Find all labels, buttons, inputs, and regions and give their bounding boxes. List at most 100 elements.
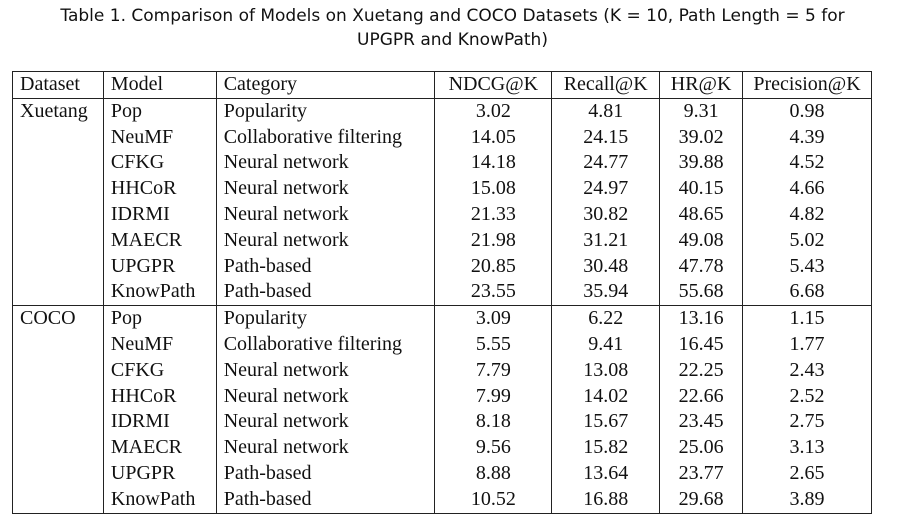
cell-dataset xyxy=(12,460,104,487)
cell-ndcg: 21.33 xyxy=(434,201,553,228)
cell-ndcg: 7.79 xyxy=(434,357,553,384)
table-row: KnowPath Path-based 10.52 16.88 29.68 3.89 xyxy=(12,486,872,514)
cell-precision: 5.43 xyxy=(742,253,872,280)
cell-recall: 13.08 xyxy=(551,357,661,384)
cell-recall: 15.67 xyxy=(551,409,661,436)
table-row: CFKG Neural network 7.79 13.08 22.25 2.43 xyxy=(12,357,872,384)
cell-dataset: COCO xyxy=(12,305,104,332)
cell-ndcg: 9.56 xyxy=(434,435,553,461)
header-model: Model xyxy=(103,71,217,99)
cell-recall: 15.82 xyxy=(551,435,661,461)
cell-recall: 24.77 xyxy=(551,150,661,177)
cell-model: KnowPath xyxy=(103,486,217,514)
cell-hr: 55.68 xyxy=(659,279,744,307)
caption-line-2: UPGPR and KnowPath) xyxy=(357,30,548,50)
cell-model: UPGPR xyxy=(110,461,176,484)
cell-category: Path-based xyxy=(215,486,436,514)
cell-dataset xyxy=(12,331,104,358)
cell-recall: 4.81 xyxy=(551,98,661,125)
header-category: Category xyxy=(215,71,436,99)
cell-category: Popularity xyxy=(215,98,436,125)
cell-model: KnowPath xyxy=(103,279,217,307)
cell-precision: 2.75 xyxy=(742,409,872,436)
cell-category: Path-based xyxy=(215,253,436,280)
cell-model: NeuMF xyxy=(110,125,174,148)
header-recall: Recall@K xyxy=(551,71,661,99)
cell-ndcg: 20.85 xyxy=(434,253,553,280)
cell-precision: 2.65 xyxy=(742,460,872,487)
cell-hr: 22.25 xyxy=(659,357,744,384)
cell-dataset xyxy=(12,279,104,307)
cell-category: Neural network xyxy=(215,357,436,384)
cell-model: IDRMI xyxy=(110,410,170,433)
cell-dataset xyxy=(12,253,104,280)
cell-hr: 13.16 xyxy=(659,305,744,332)
table-row: UPGPR Path-based 8.88 13.64 23.77 2.65 xyxy=(12,460,872,487)
cell-category: Neural network xyxy=(215,201,436,228)
cell-category: Neural network xyxy=(215,150,436,177)
cell-dataset xyxy=(12,201,104,228)
cell-category: Popularity xyxy=(215,305,436,332)
cell-hr: 39.02 xyxy=(659,124,744,151)
cell-recall: 30.82 xyxy=(551,201,661,228)
cell-ndcg: 5.55 xyxy=(434,331,553,358)
cell-precision: 0.98 xyxy=(742,98,872,125)
cell-dataset xyxy=(12,409,104,436)
table-row: UPGPR Path-based 20.85 30.48 47.78 5.43 xyxy=(12,253,872,280)
cell-precision: 4.66 xyxy=(742,176,872,202)
cell-ndcg: 14.18 xyxy=(434,150,553,177)
cell-model: MAECR xyxy=(110,436,183,459)
cell-model: IDRMI xyxy=(110,202,170,225)
cell-ndcg: 21.98 xyxy=(434,227,553,254)
cell-dataset xyxy=(12,176,104,202)
cell-precision: 3.89 xyxy=(742,486,872,514)
table-row: KnowPath Path-based 23.55 35.94 55.68 6.68 xyxy=(12,279,872,307)
cell-ndcg: 23.55 xyxy=(434,279,553,307)
cell-dataset xyxy=(12,124,104,151)
cell-dataset xyxy=(12,435,104,461)
cell-recall: 35.94 xyxy=(551,279,661,307)
cell-recall: 6.22 xyxy=(551,305,661,332)
cell-recall: 14.02 xyxy=(551,383,661,410)
cell-ndcg: 7.99 xyxy=(434,383,553,410)
cell-model: UPGPR xyxy=(110,254,176,277)
cell-model: CFKG xyxy=(110,151,165,174)
cell-dataset xyxy=(12,150,104,177)
table-row: CFKG Neural network 14.18 24.77 39.88 4.52 xyxy=(12,150,872,177)
cell-hr: 23.45 xyxy=(659,409,744,436)
cell-ndcg: 3.02 xyxy=(434,98,553,125)
caption-line-1: Table 1. Comparison of Models on Xuetang… xyxy=(60,6,845,26)
cell-dataset xyxy=(12,227,104,254)
cell-precision: 6.68 xyxy=(742,279,872,307)
table-caption: Table 1. Comparison of Models on Xuetang… xyxy=(0,4,905,52)
header-hr: HR@K xyxy=(659,71,744,99)
table-row: IDRMI Neural network 21.33 30.82 48.65 4.82 xyxy=(12,201,872,228)
cell-precision: 3.13 xyxy=(742,435,872,461)
cell-category: Path-based xyxy=(215,460,436,487)
cell-hr: 47.78 xyxy=(659,253,744,280)
cell-dataset xyxy=(12,486,104,514)
cell-recall: 16.88 xyxy=(551,486,661,514)
cell-category: Path-based xyxy=(215,279,436,307)
header-row: Dataset Model Category NDCG@K Recall@K H… xyxy=(12,71,872,99)
results-table: Dataset Model Category NDCG@K Recall@K H… xyxy=(12,71,872,514)
cell-hr: 9.31 xyxy=(659,98,744,125)
table-row: MAECR Neural network 9.56 15.82 25.06 3.13 xyxy=(12,435,872,461)
header-dataset: Dataset xyxy=(12,71,104,99)
cell-recall: 24.97 xyxy=(551,176,661,202)
cell-hr: 22.66 xyxy=(659,383,744,410)
table-row: NeuMF Collaborative filtering 5.55 9.41 16.4… xyxy=(12,331,872,358)
cell-hr: 16.45 xyxy=(659,331,744,358)
cell-precision: 2.43 xyxy=(742,357,872,384)
cell-category: Neural network xyxy=(215,435,436,461)
cell-model: HHCoR xyxy=(110,177,177,200)
table-row: NeuMF Collaborative filtering 14.05 24.15 39… xyxy=(12,124,872,151)
cell-model: CFKG xyxy=(110,358,165,381)
cell-recall: 31.21 xyxy=(551,227,661,254)
cell-category: Neural network xyxy=(215,227,436,254)
cell-category: Neural network xyxy=(215,383,436,410)
cell-precision: 4.82 xyxy=(742,201,872,228)
cell-ndcg: 8.88 xyxy=(434,460,553,487)
cell-precision: 1.15 xyxy=(742,305,872,332)
cell-ndcg: 14.05 xyxy=(434,124,553,151)
